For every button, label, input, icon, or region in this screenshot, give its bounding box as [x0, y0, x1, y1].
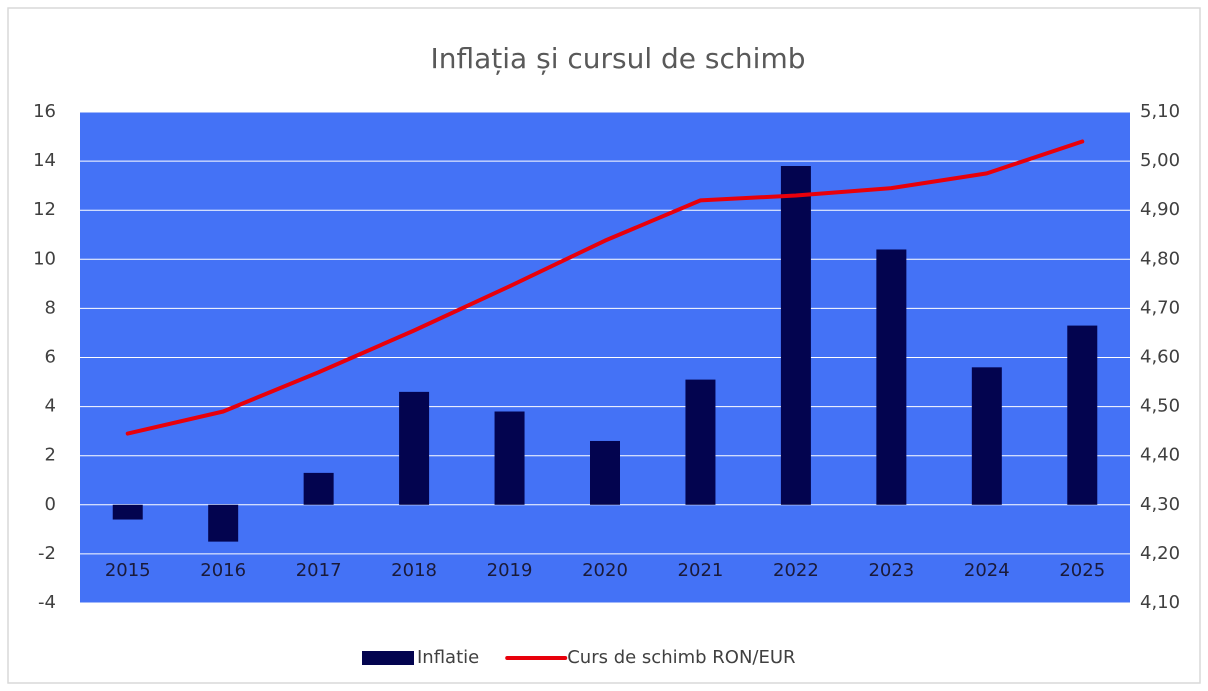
y-tick-label: 16	[33, 101, 56, 122]
bar	[971, 367, 1002, 505]
legend-swatch	[362, 651, 414, 665]
y-tick-label: 6	[45, 347, 56, 368]
y-tick-label: 2	[45, 445, 56, 466]
bar	[1067, 325, 1098, 505]
bar	[685, 379, 716, 505]
x-tick-label: 2020	[582, 560, 628, 581]
x-tick-label: 2018	[391, 560, 437, 581]
y2-tick-label: 4,80	[1140, 248, 1180, 269]
y2-tick-label: 4,40	[1140, 445, 1180, 466]
y2-tick-label: 4,60	[1140, 347, 1180, 368]
x-tick-label: 2025	[1059, 560, 1105, 581]
y2-tick-label: 4,50	[1140, 396, 1180, 417]
x-tick-label: 2016	[200, 560, 246, 581]
x-tick-label: 2019	[487, 560, 533, 581]
y2-tick-label: 4,70	[1140, 297, 1180, 318]
y-tick-label: -4	[38, 592, 56, 613]
y2-tick-label: 4,10	[1140, 592, 1180, 613]
legend-label: Curs de schimb RON/EUR	[567, 647, 795, 668]
bar	[112, 504, 143, 520]
bar	[303, 472, 334, 505]
bar	[876, 249, 907, 505]
y2-tick-label: 5,00	[1140, 150, 1180, 171]
y-tick-label: 12	[33, 199, 56, 220]
bar	[399, 391, 430, 505]
bar	[780, 166, 811, 505]
y2-tick-label: 4,90	[1140, 199, 1180, 220]
y2-tick-label: 4,30	[1140, 494, 1180, 515]
y-tick-label: 8	[45, 297, 56, 318]
chart-title: Inflația și cursul de schimb	[430, 42, 805, 75]
y-tick-label: -2	[38, 543, 56, 564]
y2-tick-label: 4,20	[1140, 543, 1180, 564]
y2-tick-label: 5,10	[1140, 101, 1180, 122]
x-tick-label: 2024	[964, 560, 1010, 581]
x-tick-label: 2017	[296, 560, 342, 581]
bar	[208, 504, 239, 542]
bar	[494, 411, 525, 505]
line	[125, 139, 1085, 436]
bar	[590, 440, 620, 505]
y-tick-label: 10	[33, 248, 56, 269]
x-tick-label: 2021	[678, 560, 724, 581]
legend-label: Inflatie	[417, 647, 479, 668]
x-tick-label: 2023	[868, 560, 914, 581]
y-tick-label: 14	[33, 150, 56, 171]
x-tick-label: 2015	[105, 560, 151, 581]
y-tick-label: 0	[45, 494, 56, 515]
y-tick-label: 4	[45, 396, 56, 417]
x-tick-label: 2022	[773, 560, 819, 581]
